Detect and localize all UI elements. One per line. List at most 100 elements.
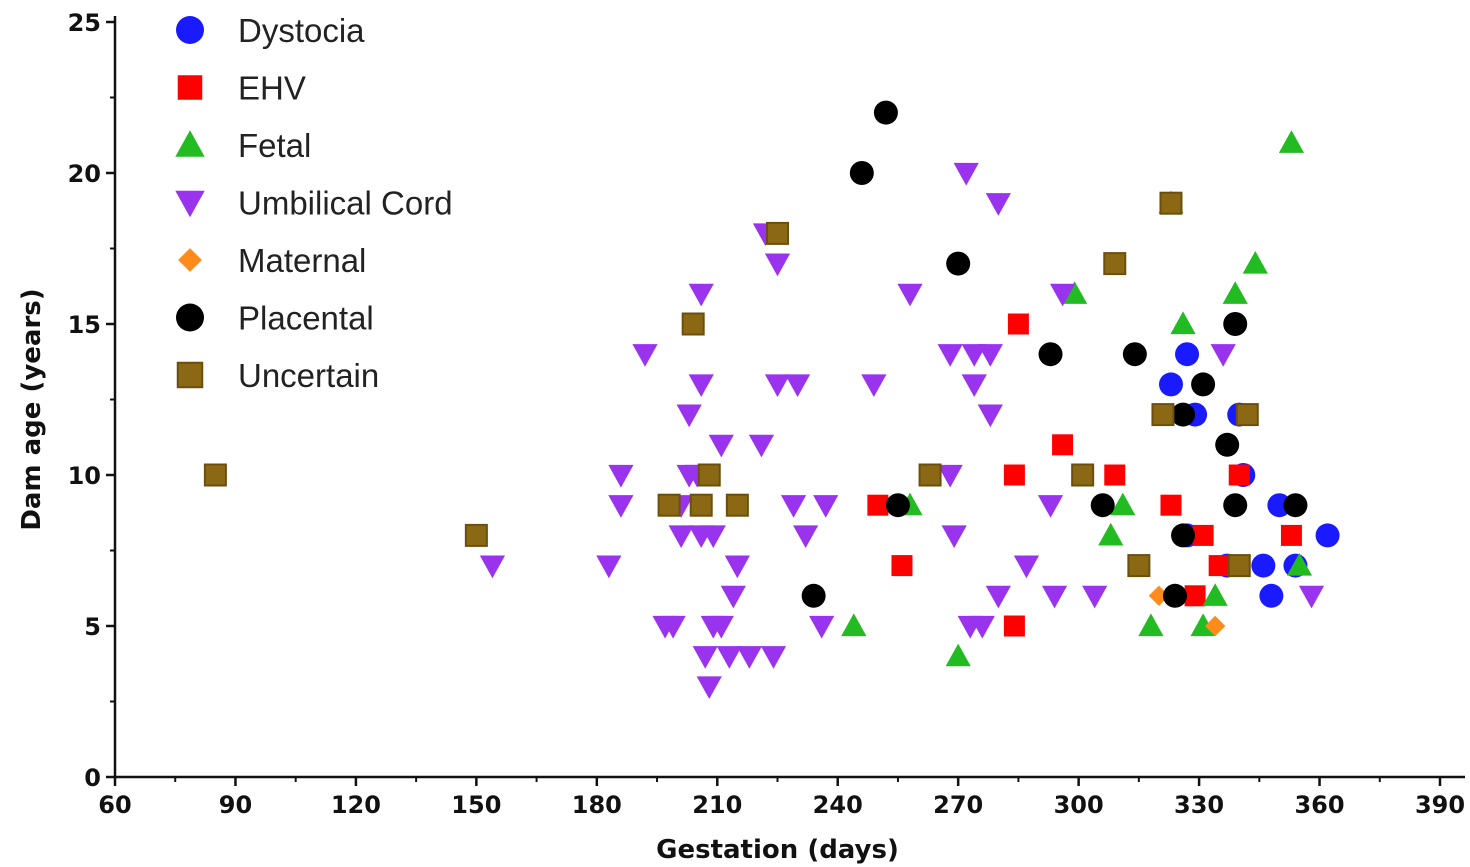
point-umbilical-cord: [1082, 585, 1108, 609]
point-ehv: [1003, 464, 1025, 486]
point-placental: [1090, 493, 1115, 518]
point-umbilical-cord: [1037, 495, 1064, 518]
point-maternal: [1204, 615, 1226, 637]
x-tick-label: 60: [98, 791, 131, 819]
x-tick-label: 240: [813, 791, 863, 819]
point-umbilical-cord: [668, 525, 694, 548]
point-uncertain: [1071, 463, 1095, 487]
legend-marker-ehv: [177, 75, 203, 100]
point-placental: [1171, 523, 1196, 548]
point-fetal: [1202, 583, 1228, 606]
series-uncertain: [203, 191, 1259, 578]
point-umbilical-cord: [724, 555, 750, 579]
point-dystocia: [1259, 583, 1284, 608]
point-fetal: [1062, 281, 1088, 304]
point-umbilical-cord: [748, 434, 775, 458]
point-umbilical-cord: [688, 374, 714, 397]
legend-item-fetal: Fetal: [175, 127, 311, 164]
legend-label-fetal: Fetal: [238, 127, 311, 164]
point-fetal: [1098, 522, 1124, 546]
point-umbilical-cord: [977, 344, 1003, 367]
point-ehv: [1052, 434, 1074, 456]
legend-marker-dystocia: [176, 16, 204, 44]
point-umbilical-cord: [700, 525, 726, 548]
point-uncertain: [464, 523, 488, 547]
point-umbilical-cord: [977, 404, 1003, 428]
point-umbilical-cord: [793, 525, 819, 548]
point-ehv: [1160, 494, 1182, 516]
point-uncertain: [657, 493, 681, 517]
point-fetal: [945, 643, 971, 667]
point-ehv: [1003, 615, 1025, 637]
x-tick-label: 390: [1415, 791, 1465, 819]
point-fetal: [1242, 251, 1268, 274]
point-placental: [1038, 342, 1063, 367]
point-fetal: [1110, 492, 1136, 516]
point-placental: [1171, 402, 1196, 427]
point-umbilical-cord: [608, 464, 634, 488]
point-umbilical-cord: [985, 585, 1011, 609]
point-placental: [1191, 372, 1216, 397]
legend-label-umbilical-cord: Umbilical Cord: [238, 185, 453, 222]
point-umbilical-cord: [696, 676, 722, 699]
point-uncertain: [1151, 403, 1175, 427]
point-fetal: [841, 613, 867, 637]
point-ehv: [1280, 524, 1302, 546]
point-umbilical-cord: [479, 555, 506, 579]
point-umbilical-cord: [596, 555, 622, 579]
point-umbilical-cord: [961, 344, 987, 367]
point-umbilical-cord: [660, 615, 686, 639]
point-placental: [1223, 312, 1248, 336]
legend-marker-fetal: [175, 130, 205, 157]
point-umbilical-cord: [985, 193, 1011, 216]
point-umbilical-cord: [897, 283, 923, 307]
x-tick-label: 270: [933, 791, 983, 819]
point-umbilical-cord: [780, 495, 807, 518]
point-umbilical-cord: [969, 615, 995, 639]
legend-item-maternal: Maternal: [178, 242, 366, 279]
point-placental: [946, 251, 971, 276]
point-dystocia: [1175, 342, 1200, 367]
point-placental: [1223, 493, 1248, 518]
point-uncertain: [1227, 554, 1251, 578]
point-maternal: [1148, 585, 1170, 606]
point-ehv: [891, 555, 913, 577]
point-fetal: [1286, 553, 1313, 576]
point-umbilical-cord: [961, 374, 987, 397]
legend-marker-placental: [176, 303, 204, 332]
point-placental: [873, 100, 898, 125]
y-tick-label: 25: [68, 9, 101, 37]
x-tick-label: 120: [331, 791, 381, 819]
point-ehv: [1228, 464, 1250, 486]
point-umbilical-cord: [1298, 585, 1325, 609]
series-umbilical-cord: [479, 162, 1325, 699]
point-uncertain: [725, 493, 749, 517]
point-uncertain: [1127, 554, 1151, 578]
point-umbilical-cord: [760, 646, 787, 669]
point-umbilical-cord: [708, 434, 734, 458]
y-tick-label: 20: [68, 160, 101, 188]
x-tick-label: 330: [1174, 791, 1224, 819]
point-placental: [801, 583, 826, 608]
legend-marker-maternal: [178, 248, 202, 272]
x-tick-label: 90: [219, 791, 252, 819]
legend-item-uncertain: Uncertain: [176, 357, 379, 394]
legend-marker-uncertain: [176, 361, 204, 389]
x-tick-label: 150: [451, 791, 501, 819]
legend-label-dystocia: Dystocia: [238, 12, 365, 49]
legend-label-ehv: EHV: [238, 70, 306, 107]
point-ehv: [1184, 585, 1206, 607]
point-umbilical-cord: [688, 283, 714, 307]
point-umbilical-cord: [1210, 344, 1236, 367]
point-placental: [885, 493, 910, 518]
point-placental: [1283, 493, 1308, 518]
series-placental: [801, 100, 1308, 608]
data-points: [203, 100, 1340, 699]
x-tick-label: 180: [572, 791, 622, 819]
x-tick-label: 210: [692, 791, 742, 819]
point-placental: [1163, 583, 1187, 608]
point-umbilical-cord: [937, 464, 963, 488]
point-uncertain: [766, 221, 789, 245]
y-tick-label: 15: [68, 311, 101, 339]
point-umbilical-cord: [676, 404, 702, 428]
